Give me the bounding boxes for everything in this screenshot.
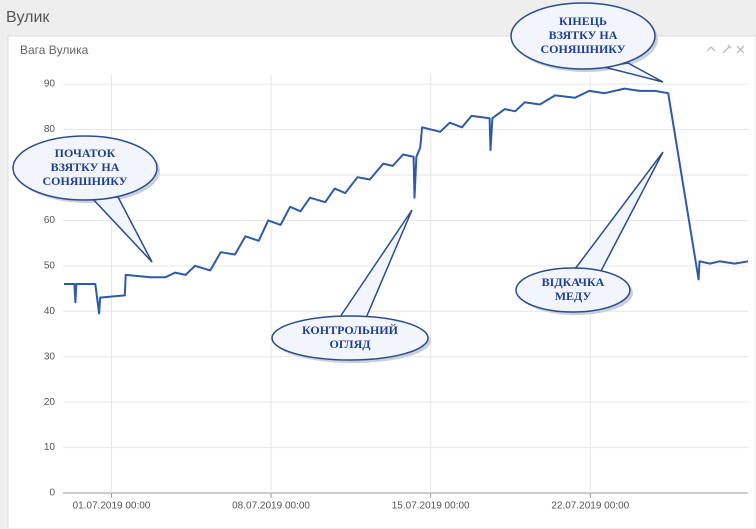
callout-text: ВЗЯТКУ НА bbox=[549, 28, 618, 42]
callout-bubble bbox=[12, 135, 158, 201]
page-title: Вулик bbox=[6, 9, 50, 26]
collapse-icon[interactable] bbox=[706, 46, 716, 52]
y-tick-label: 90 bbox=[44, 79, 56, 90]
y-tick-label: 20 bbox=[44, 397, 56, 408]
callout-text: КІНЕЦЬ bbox=[559, 14, 607, 28]
close-icon[interactable] bbox=[736, 45, 745, 54]
edit-icon[interactable] bbox=[722, 44, 732, 54]
callout-text: КОНТРОЛЬНИЙ bbox=[302, 323, 399, 337]
y-tick-label: 80 bbox=[44, 124, 56, 135]
panel bbox=[7, 35, 756, 529]
callout-text: ПОЧАТОК bbox=[55, 146, 116, 160]
y-tick-label: 60 bbox=[44, 215, 56, 226]
callout-bubble bbox=[271, 315, 429, 361]
y-tick-label: 50 bbox=[44, 260, 56, 271]
x-tick-label: 22.07.2019 00:00 bbox=[551, 501, 629, 512]
panel-title: Вага Вулика bbox=[20, 43, 89, 57]
y-tick-label: 40 bbox=[44, 306, 56, 317]
y-tick-label: 30 bbox=[44, 351, 56, 362]
callout-text: ВЗЯТКУ НА bbox=[51, 160, 120, 174]
panel-icons[interactable] bbox=[706, 44, 745, 54]
callout-bubble bbox=[515, 267, 631, 313]
callout-text: ОГЛЯД bbox=[329, 337, 371, 351]
callout-text: СОНЯШНИКУ bbox=[42, 174, 127, 188]
data-line bbox=[64, 87, 749, 315]
x-tick-label: 15.07.2019 00:00 bbox=[392, 501, 470, 512]
callout-text: СОНЯШНИКУ bbox=[540, 42, 625, 56]
callout-text: МЕДУ bbox=[555, 289, 592, 303]
x-tick-label: 08.07.2019 00:00 bbox=[232, 501, 310, 512]
callout-bubble bbox=[510, 2, 656, 70]
y-tick-label: 0 bbox=[49, 488, 55, 499]
callout-text: ВІДКАЧКА bbox=[542, 275, 605, 289]
x-tick-label: 01.07.2019 00:00 bbox=[73, 501, 151, 512]
y-tick-label: 10 bbox=[44, 442, 56, 453]
